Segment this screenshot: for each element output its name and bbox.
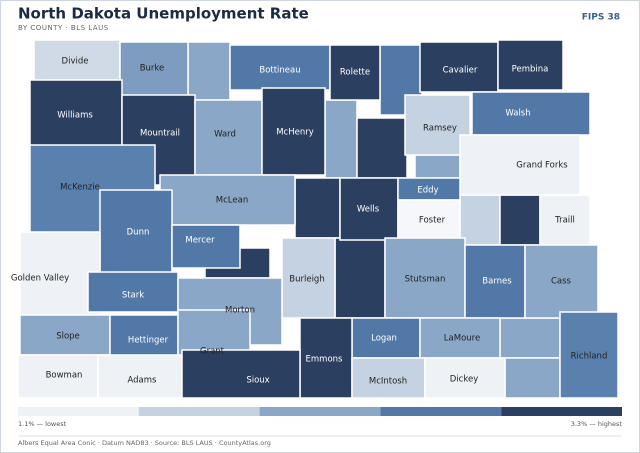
- county-label: Williams: [57, 111, 93, 121]
- county-label: Grand Forks: [516, 161, 568, 171]
- county-label: Cavalier: [443, 66, 478, 76]
- county-label: Mountrail: [140, 129, 180, 139]
- county-label: Foster: [419, 216, 446, 226]
- county-label: McIntosh: [369, 377, 407, 387]
- county-label: Stutsman: [405, 275, 446, 285]
- county: [356, 117, 408, 179]
- county: [339, 177, 399, 241]
- county-label: Divide: [62, 57, 89, 67]
- county: [194, 99, 263, 176]
- county: [419, 41, 499, 93]
- legend-swatch: [259, 407, 381, 416]
- county: [87, 271, 179, 313]
- county: [459, 194, 501, 246]
- county: [459, 134, 581, 196]
- county-label: Dickey: [450, 375, 478, 385]
- legend-low: 1.1% — lowest: [18, 420, 67, 428]
- county: [397, 199, 461, 241]
- county: [499, 317, 561, 359]
- county: [329, 44, 381, 101]
- county-label: LaMoure: [444, 334, 480, 344]
- legend-swatch: [380, 407, 502, 416]
- county: [424, 357, 506, 399]
- county-label: Burleigh: [289, 275, 324, 285]
- county: [539, 194, 591, 246]
- county-label: Sioux: [246, 376, 269, 386]
- county-label: Pembina: [512, 65, 549, 75]
- county-label: Rolette: [340, 68, 370, 78]
- county-label: Emmons: [306, 355, 344, 365]
- county-label: Walsh: [505, 109, 530, 119]
- subtitle: BY COUNTY · BLS LAUS: [18, 24, 109, 32]
- county-label: Dunn: [127, 228, 150, 238]
- footer: Albers Equal Area Conic · Datum NAD83 · …: [18, 439, 271, 447]
- county: [281, 237, 336, 319]
- county: [414, 154, 461, 179]
- county: [171, 224, 241, 269]
- county: [99, 189, 173, 276]
- county: [109, 314, 179, 361]
- county-label: Eddy: [417, 186, 438, 196]
- county-label: Hettinger: [128, 336, 169, 346]
- county-label: Ramsey: [423, 124, 457, 134]
- county-label: Burke: [140, 64, 165, 74]
- fips-badge: FIPS 38: [582, 13, 620, 23]
- county-label: McKenzie: [60, 183, 100, 193]
- county-label: Grant: [200, 347, 225, 357]
- county-label: Mercer: [185, 236, 215, 246]
- county: [504, 357, 561, 399]
- county: [559, 311, 619, 399]
- county-map: [17, 39, 619, 399]
- county: [181, 349, 301, 399]
- county-label: Barnes: [482, 277, 512, 287]
- county-label: Cass: [551, 277, 572, 287]
- county-label: Bottineau: [259, 66, 300, 76]
- county-label: Golden Valley: [11, 274, 69, 284]
- county: [299, 317, 353, 399]
- county-label: McHenry: [276, 128, 314, 138]
- county-labels: Divide Burke Bottineau Rolette Cavalier Pembi…: [11, 57, 607, 387]
- county-label: McLean: [216, 196, 248, 206]
- county: [294, 177, 341, 239]
- county-label: Logan: [371, 334, 397, 344]
- legend-swatch: [18, 407, 139, 416]
- county: [404, 94, 471, 156]
- county-label: Wells: [357, 205, 380, 215]
- legend: [18, 407, 622, 416]
- county: [524, 244, 599, 319]
- legend-swatch: [138, 407, 260, 416]
- county: [19, 314, 111, 356]
- county: [187, 41, 231, 101]
- county: [497, 39, 564, 91]
- county-label: Adams: [128, 376, 158, 386]
- county-label: Ward: [214, 130, 236, 140]
- county: [324, 99, 358, 179]
- county: [229, 44, 331, 91]
- county-label: Stark: [122, 291, 144, 301]
- county-label: Morton: [225, 306, 255, 316]
- legend-swatch: [501, 407, 622, 416]
- county: [351, 357, 426, 399]
- county: [97, 354, 183, 399]
- county-label: Slope: [56, 332, 80, 342]
- county: [19, 231, 101, 316]
- county: [384, 237, 466, 319]
- legend-high: 3.3% — highest: [571, 420, 623, 428]
- county: [471, 91, 591, 136]
- county: [334, 237, 386, 319]
- county: [499, 194, 541, 246]
- county-label: Richland: [571, 352, 608, 362]
- county-label: Traill: [554, 216, 575, 226]
- county-label: Bowman: [46, 371, 83, 381]
- title: North Dakota Unemployment Rate: [18, 5, 309, 23]
- county: [464, 244, 526, 319]
